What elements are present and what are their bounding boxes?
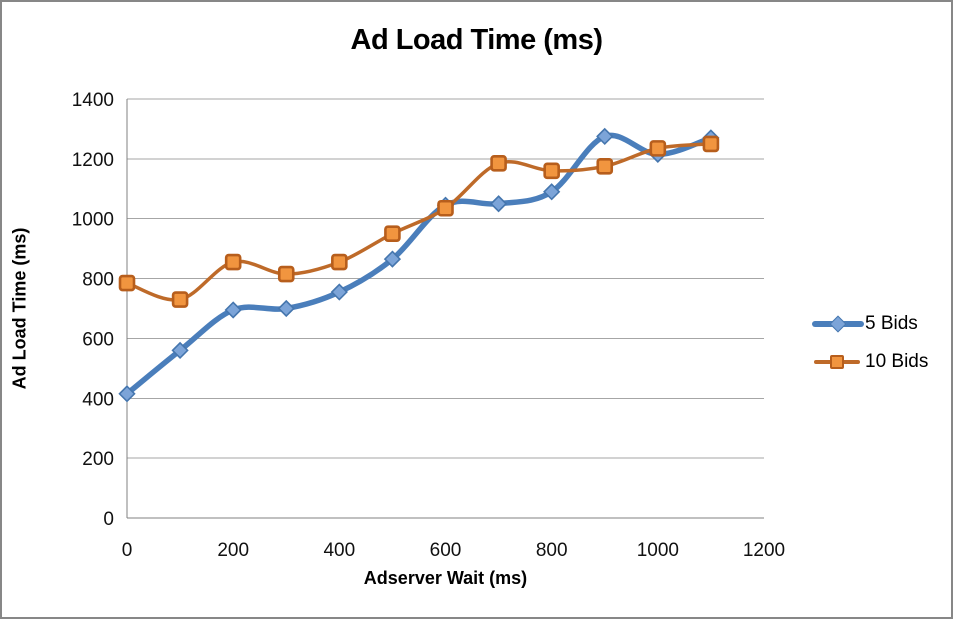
data-point-5-bids — [543, 183, 561, 201]
y-tick-label: 1200 — [72, 150, 114, 171]
data-point-10-bids — [171, 291, 189, 308]
y-tick-label: 1000 — [72, 210, 114, 231]
series-line-5-bids — [124, 132, 714, 397]
square-marker-icon — [830, 355, 844, 369]
x-tick-label: 400 — [323, 540, 355, 561]
y-tick-label: 200 — [82, 449, 114, 470]
data-point-5-bids — [330, 283, 348, 301]
x-tick-label: 200 — [217, 540, 249, 561]
legend-label: 10 Bids — [865, 351, 929, 372]
data-point-5-bids — [277, 299, 295, 318]
data-point-5-bids — [118, 385, 136, 403]
data-point-5-bids — [383, 250, 402, 268]
y-tick-label: 400 — [82, 389, 114, 410]
y-tick-label: 600 — [82, 329, 114, 350]
y-tick-label: 1400 — [72, 90, 114, 111]
data-point-10-bids — [224, 253, 242, 271]
x-tick-label: 600 — [430, 540, 462, 561]
data-point-5-bids — [171, 341, 189, 360]
legend-item-10-bids: 10 Bids — [812, 351, 928, 373]
data-point-10-bids — [596, 158, 614, 175]
data-point-10-bids — [277, 265, 295, 283]
legend: 5 Bids 10 Bids — [812, 313, 928, 373]
x-tick-label: 1000 — [637, 540, 679, 561]
data-point-10-bids — [331, 253, 348, 271]
legend-item-5-bids: 5 Bids — [812, 313, 928, 335]
data-point-10-bids — [649, 140, 667, 157]
data-point-10-bids — [702, 135, 720, 153]
data-point-5-bids — [489, 195, 508, 213]
y-tick-label: 0 — [103, 509, 114, 530]
chart-title: Ad Load Time (ms) — [350, 24, 604, 56]
data-point-10-bids — [384, 225, 401, 242]
x-tick-label: 1200 — [743, 540, 785, 561]
x-tick-label: 0 — [122, 540, 133, 561]
diamond-marker-icon — [829, 315, 847, 333]
data-point-10-bids — [437, 199, 454, 217]
data-point-5-bids — [224, 301, 242, 319]
data-point-10-bids — [118, 274, 136, 292]
x-tick-label: 800 — [536, 540, 568, 561]
data-point-10-bids — [490, 155, 507, 172]
x-axis-title: Adserver Wait (ms) — [363, 568, 528, 588]
legend-swatch-5-bids — [812, 315, 864, 333]
legend-label: 5 Bids — [865, 313, 918, 334]
y-tick-label: 800 — [82, 270, 114, 291]
series-line-10-bids — [125, 142, 713, 302]
data-point-10-bids — [543, 162, 560, 180]
y-axis-title: Ad Load Time (ms) — [9, 227, 30, 390]
legend-swatch-10-bids — [812, 353, 864, 371]
data-point-5-bids — [596, 127, 614, 146]
